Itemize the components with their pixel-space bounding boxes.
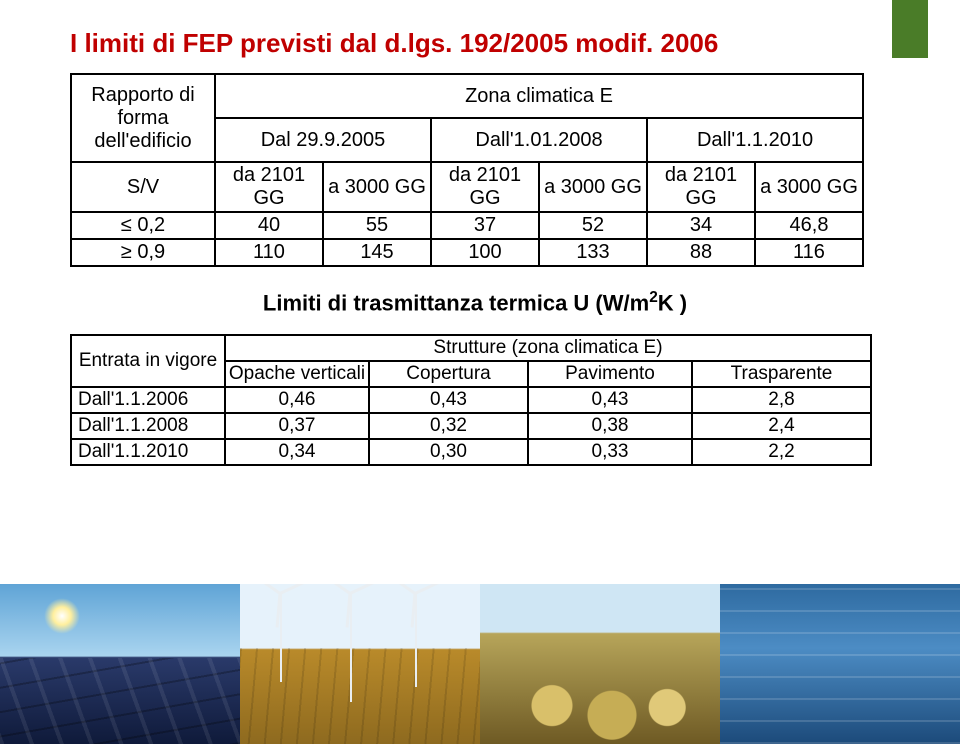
t1-sub-0-0: da 2101 GG bbox=[215, 162, 323, 212]
t2-r1-label: Dall'1.1.2008 bbox=[71, 413, 225, 439]
t2-r0-v2: 0,43 bbox=[528, 387, 692, 413]
table-row: ≥ 0,9 110 145 100 133 88 116 bbox=[71, 239, 863, 266]
t2-r2-v1: 0,30 bbox=[369, 439, 528, 465]
t1-sub-1-0: da 2101 GG bbox=[431, 162, 539, 212]
t2-r1-v2: 0,38 bbox=[528, 413, 692, 439]
accent-bar bbox=[892, 0, 928, 58]
subtitle-exponent: 2 bbox=[649, 289, 658, 306]
t1-r0-v2: 37 bbox=[431, 212, 539, 239]
t2-r0-v0: 0,46 bbox=[225, 387, 369, 413]
t1-r0-label: ≤ 0,2 bbox=[71, 212, 215, 239]
t2-group-header: Strutture (zona climatica E) bbox=[225, 335, 871, 361]
transmittance-table: Entrata in vigore Strutture (zona climat… bbox=[70, 334, 872, 466]
fep-limits-table: Rapporto di forma dell'edificio Zona cli… bbox=[70, 73, 864, 267]
hydropower-image bbox=[720, 584, 960, 744]
page-title: I limiti di FEP previsti dal d.lgs. 192/… bbox=[70, 28, 880, 59]
t1-sub-2-1: a 3000 GG bbox=[755, 162, 863, 212]
t2-col-2: Pavimento bbox=[528, 361, 692, 387]
t1-r1-v5: 116 bbox=[755, 239, 863, 266]
t2-col-1: Copertura bbox=[369, 361, 528, 387]
t2-row-header: Entrata in vigore bbox=[71, 335, 225, 387]
t1-r1-v2: 100 bbox=[431, 239, 539, 266]
t1-r1-v1: 145 bbox=[323, 239, 431, 266]
t1-period-0: Dal 29.9.2005 bbox=[215, 118, 431, 162]
table-row: Dall'1.1.2010 0,34 0,30 0,33 2,2 bbox=[71, 439, 871, 465]
t2-r2-v0: 0,34 bbox=[225, 439, 369, 465]
t2-r2-v2: 0,33 bbox=[528, 439, 692, 465]
t2-r2-v3: 2,2 bbox=[692, 439, 871, 465]
t1-r1-label: ≥ 0,9 bbox=[71, 239, 215, 266]
solar-panels-image bbox=[0, 584, 240, 744]
t2-col-3: Trasparente bbox=[692, 361, 871, 387]
t1-sv-label: S/V bbox=[71, 162, 215, 212]
t2-r1-v1: 0,32 bbox=[369, 413, 528, 439]
t1-zone-header: Zona climatica E bbox=[215, 74, 863, 118]
transmittance-subtitle: Limiti di trasmittanza termica U (W/m2K … bbox=[70, 289, 880, 316]
wind-turbines-image bbox=[240, 584, 480, 744]
t1-period-1: Dall'1.01.2008 bbox=[431, 118, 647, 162]
t1-sub-1-1: a 3000 GG bbox=[539, 162, 647, 212]
table-row: Dall'1.1.2008 0,37 0,32 0,38 2,4 bbox=[71, 413, 871, 439]
subtitle-suffix: K ) bbox=[658, 290, 687, 315]
t1-row-header: Rapporto di forma dell'edificio bbox=[71, 74, 215, 162]
page: I limiti di FEP previsti dal d.lgs. 192/… bbox=[0, 0, 960, 744]
t2-r0-label: Dall'1.1.2006 bbox=[71, 387, 225, 413]
t2-r1-v3: 2,4 bbox=[692, 413, 871, 439]
t2-r1-v0: 0,37 bbox=[225, 413, 369, 439]
t1-r0-v1: 55 bbox=[323, 212, 431, 239]
table-row: Dall'1.1.2006 0,46 0,43 0,43 2,8 bbox=[71, 387, 871, 413]
t1-r0-v5: 46,8 bbox=[755, 212, 863, 239]
subtitle-prefix: Limiti di trasmittanza termica U (W/m bbox=[263, 290, 649, 315]
t1-r0-v4: 34 bbox=[647, 212, 755, 239]
t1-r1-v0: 110 bbox=[215, 239, 323, 266]
t1-r1-v4: 88 bbox=[647, 239, 755, 266]
biomass-image bbox=[480, 584, 720, 744]
t2-r2-label: Dall'1.1.2010 bbox=[71, 439, 225, 465]
t1-sub-2-0: da 2101 GG bbox=[647, 162, 755, 212]
t1-period-2: Dall'1.1.2010 bbox=[647, 118, 863, 162]
table-row: ≤ 0,2 40 55 37 52 34 46,8 bbox=[71, 212, 863, 239]
t2-col-0: Opache verticali bbox=[225, 361, 369, 387]
t1-sub-0-1: a 3000 GG bbox=[323, 162, 431, 212]
footer-images bbox=[0, 584, 960, 744]
t1-r0-v0: 40 bbox=[215, 212, 323, 239]
t2-r0-v1: 0,43 bbox=[369, 387, 528, 413]
t2-r0-v3: 2,8 bbox=[692, 387, 871, 413]
t1-r0-v3: 52 bbox=[539, 212, 647, 239]
t1-r1-v3: 133 bbox=[539, 239, 647, 266]
